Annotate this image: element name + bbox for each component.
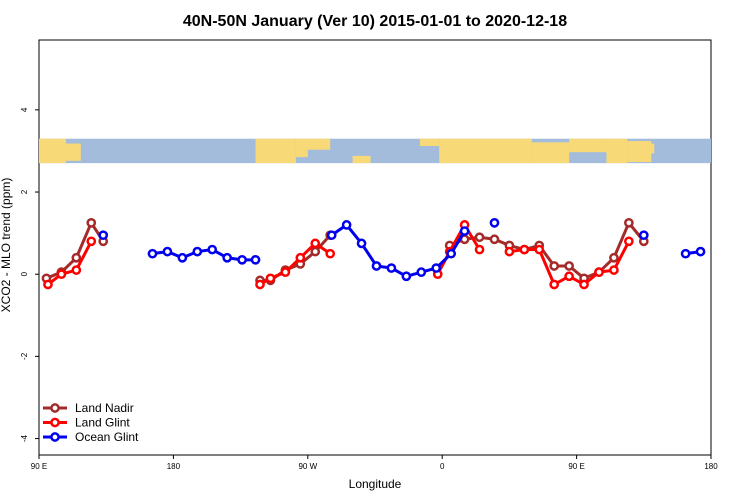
x-tick-label: 180: [704, 462, 718, 471]
series-layer: [41, 217, 706, 290]
data-point: [237, 254, 247, 265]
data-point: [416, 267, 427, 278]
data-point: [474, 232, 485, 243]
data-point: [86, 217, 97, 228]
data-point: [638, 230, 649, 241]
data-point: [386, 263, 397, 273]
data-point: [624, 217, 634, 228]
plot-area: [38, 39, 712, 456]
data-point: [98, 230, 109, 241]
data-point: [680, 248, 691, 259]
data-point: [624, 236, 634, 247]
y-tick-label: -2: [20, 352, 29, 360]
land-shape: [569, 138, 607, 153]
land-shape: [39, 138, 66, 164]
chart-title: 40N-50N January (Ver 10) 2015-01-01 to 2…: [183, 13, 567, 30]
data-point: [325, 248, 336, 259]
data-point: [446, 248, 457, 259]
series-line: [330, 223, 466, 278]
data-point: [207, 244, 218, 255]
x-axis-label: Longitude: [349, 477, 402, 491]
x-tick-label: 0: [440, 462, 445, 471]
series-line: [436, 223, 481, 275]
x-tick-label: 90 E: [568, 462, 584, 471]
data-point: [71, 252, 82, 263]
data-point: [489, 234, 500, 245]
land-shape: [606, 138, 628, 164]
data-point: [549, 261, 560, 271]
x-tick-label: 90 E: [31, 462, 47, 471]
legend-marker: [50, 417, 60, 428]
data-point: [71, 265, 82, 275]
data-point: [162, 246, 173, 257]
data-point: [341, 220, 352, 230]
data-point: [609, 265, 619, 275]
data-point: [534, 244, 545, 255]
land-shape: [439, 138, 532, 164]
data-point: [43, 279, 53, 290]
data-point: [86, 236, 97, 247]
land-shape: [419, 138, 440, 147]
land-shape: [295, 148, 308, 158]
data-point: [564, 261, 574, 271]
land-shape: [636, 143, 655, 154]
y-tick-label: -4: [20, 434, 29, 442]
y-tick-label: 4: [20, 107, 29, 112]
data-point: [310, 246, 321, 257]
legend-label: Land Glint: [75, 416, 130, 430]
data-point: [579, 279, 589, 290]
land-shape: [62, 143, 81, 161]
legend-marker: [50, 403, 60, 413]
data-point: [564, 271, 574, 282]
data-point: [177, 252, 188, 263]
data-point: [371, 261, 382, 271]
series-line: [47, 240, 93, 286]
data-point: [310, 238, 321, 249]
x-tick-label: 90 W: [298, 462, 317, 471]
legend-marker: [50, 432, 60, 442]
data-point: [695, 246, 706, 257]
land-shape: [295, 138, 331, 150]
data-point: [222, 252, 233, 263]
data-point: [549, 279, 560, 290]
data-point: [265, 273, 276, 284]
land-shape: [255, 138, 296, 164]
data-point: [474, 244, 485, 255]
data-point: [280, 267, 291, 278]
series-ocean-glint: [98, 217, 706, 282]
land-shape: [352, 155, 371, 164]
y-axis: -4 -2 0 2 4: [20, 107, 39, 442]
legend-label: Ocean Glint: [75, 430, 139, 444]
data-point: [147, 248, 158, 259]
data-point: [192, 246, 203, 257]
data-point: [489, 217, 500, 228]
data-point: [250, 254, 261, 265]
data-point: [255, 279, 265, 290]
series-land-glint: [43, 220, 634, 290]
y-axis-label: XCO2 - MLO trend (ppm): [0, 178, 13, 313]
legend-label: Land Nadir: [75, 401, 134, 415]
data-point: [504, 246, 515, 257]
data-point: [594, 267, 604, 278]
data-point: [431, 263, 442, 273]
data-point: [295, 252, 306, 263]
data-point: [519, 244, 530, 255]
y-tick-label: 0: [20, 271, 29, 276]
data-point: [401, 271, 412, 282]
data-point: [459, 226, 470, 236]
land-shape: [531, 142, 570, 164]
data-point: [609, 252, 619, 263]
data-point: [326, 230, 337, 241]
x-tick-label: 180: [167, 462, 181, 471]
data-point: [56, 269, 67, 280]
y-tick-label: 2: [20, 189, 29, 194]
world-map-strip: [39, 138, 711, 164]
data-point: [356, 238, 367, 249]
x-axis: 90 E 180 90 W 0 90 E 180: [31, 455, 718, 471]
